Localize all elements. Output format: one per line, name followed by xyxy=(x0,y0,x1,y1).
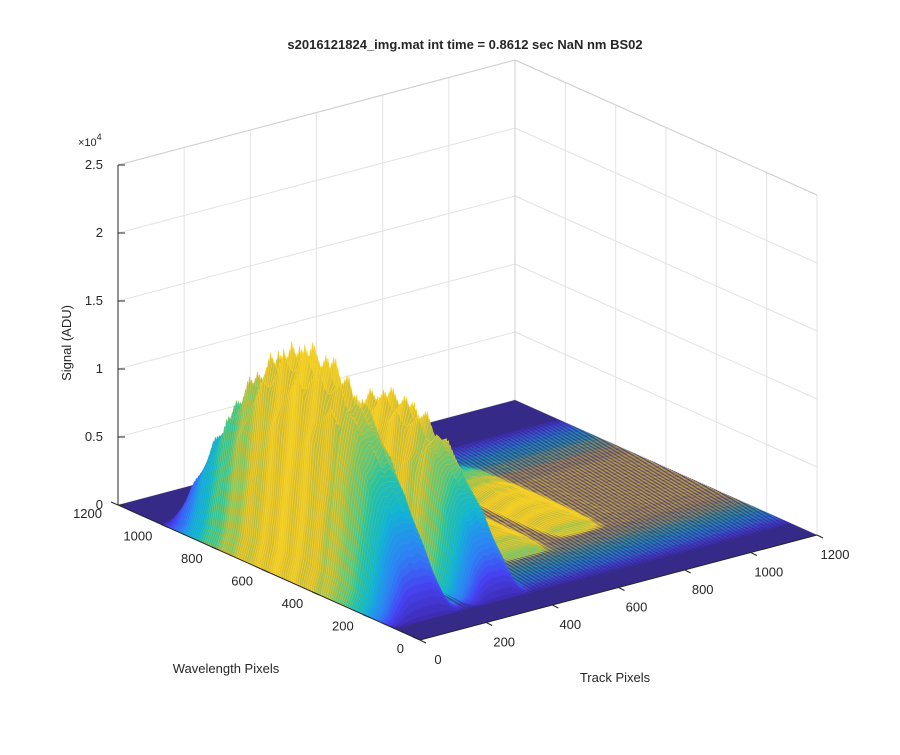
x-tick xyxy=(618,587,625,591)
z-axis-label: Signal (ADU) xyxy=(59,305,74,381)
x-tick-label: 0 xyxy=(434,652,441,667)
grid-line-signal xyxy=(514,331,818,468)
y-tick-label: 800 xyxy=(181,551,203,566)
x-tick xyxy=(552,604,559,609)
z-exponent-base: ×10 xyxy=(78,137,97,149)
grid-line-signal xyxy=(117,127,516,234)
y-tick-label: 600 xyxy=(231,574,253,589)
grid-line-signal xyxy=(514,263,818,400)
x-tick xyxy=(816,534,824,539)
grid-line-signal xyxy=(117,195,516,302)
z-exponent-power: 4 xyxy=(97,132,102,142)
y-tick xyxy=(110,501,119,506)
x-tick-label: 400 xyxy=(559,617,581,632)
y-axis-label: Wavelength Pixels xyxy=(173,661,280,676)
x-tick-label: 600 xyxy=(626,600,648,615)
z-tick-label: 1.5 xyxy=(85,293,103,308)
tick-labels: 0200400600800100012000200400600800100012… xyxy=(73,157,849,667)
tick-marks xyxy=(110,164,824,644)
x-tick xyxy=(419,639,427,644)
grid-line-signal xyxy=(514,127,818,264)
y-tick xyxy=(261,569,270,573)
y-tick-label: 1200 xyxy=(73,506,102,521)
z-tick-label: 0 xyxy=(96,497,103,512)
surface xyxy=(118,341,817,640)
z-tick-label: 2 xyxy=(96,225,103,240)
y-tick xyxy=(362,614,370,618)
y-tick-label: 1000 xyxy=(123,529,152,544)
x-tick xyxy=(485,622,493,626)
box-edge xyxy=(514,59,818,196)
z-tick-label: 0.5 xyxy=(85,429,103,444)
z-exponent-label: ×104 xyxy=(78,132,102,149)
x-tick-label: 200 xyxy=(493,635,515,650)
z-tick-label: 1 xyxy=(96,361,103,376)
y-tick-label: 0 xyxy=(397,641,404,656)
y-tick xyxy=(312,591,320,596)
x-tick xyxy=(684,569,691,574)
y-tick xyxy=(211,546,219,551)
grid-line-signal xyxy=(117,263,516,370)
x-axis-label: Track Pixels xyxy=(580,670,651,685)
y-tick xyxy=(161,524,169,528)
x-tick-label: 1200 xyxy=(821,547,850,562)
x-tick xyxy=(750,552,758,556)
x-tick-label: 800 xyxy=(692,582,714,597)
box-edge xyxy=(117,59,516,166)
y-tick xyxy=(412,636,421,641)
y-tick-label: 200 xyxy=(332,619,354,634)
chart-title: s2016121824_img.mat int time = 0.8612 se… xyxy=(287,37,642,52)
z-tick-label: 2.5 xyxy=(85,157,103,172)
x-tick-label: 1000 xyxy=(754,565,783,580)
grid-line-signal xyxy=(514,195,818,332)
y-tick-label: 400 xyxy=(282,596,304,611)
surface-strip xyxy=(393,523,791,629)
